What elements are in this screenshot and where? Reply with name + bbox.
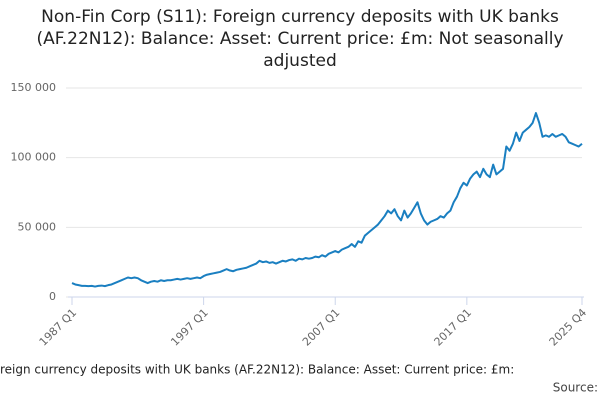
footer: reign currency deposits with UK banks (A… (0, 363, 514, 377)
x-tick-label: 2025 Q4 (547, 306, 590, 349)
y-tick-label: 50 000 (18, 220, 57, 233)
y-tick-label: 150 000 (11, 81, 57, 94)
x-tick-label: 1997 Q1 (168, 306, 211, 349)
y-tick-label: 100 000 (11, 151, 57, 164)
x-tick-label: 2007 Q1 (300, 306, 343, 349)
data-line (71, 112, 583, 288)
chart-title: Non-Fin Corp (S11): Foreign currency dep… (36, 7, 564, 71)
source: Source: (553, 381, 598, 395)
x-tick-label: 2017 Q1 (432, 306, 475, 349)
y-tick-label: 0 (49, 290, 56, 303)
x-tick-label: 1987 Q1 (37, 306, 80, 349)
